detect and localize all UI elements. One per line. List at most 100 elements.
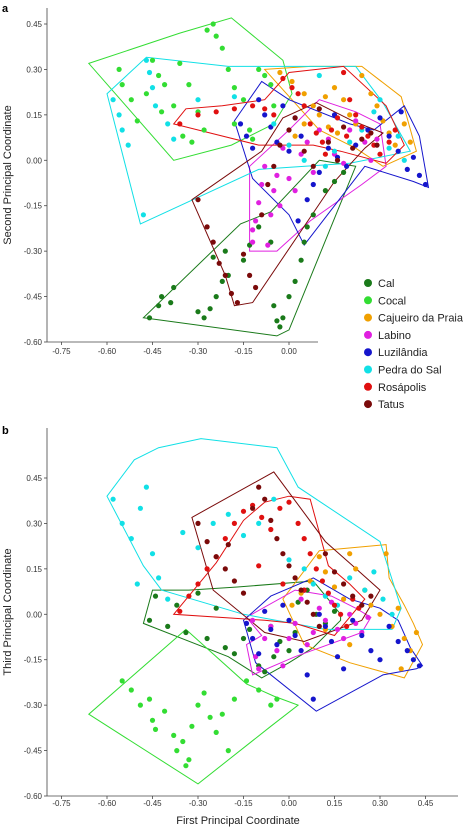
panel-a-x-tick-label: 0.00 [281, 347, 297, 356]
point-labino [271, 188, 277, 194]
point-ros-polis [322, 151, 328, 157]
point-cocal [149, 57, 156, 63]
panel-b-hulls [87, 438, 424, 785]
point-luzil-ndia [280, 602, 286, 608]
point-luzil-ndia [310, 181, 316, 188]
point-cal [165, 623, 171, 630]
point-pedra-do-sal [310, 581, 316, 587]
legend-swatch [364, 382, 372, 391]
hull-luzil-ndia [233, 80, 430, 247]
point-luzil-ndia [250, 635, 256, 642]
point-cajueiro-da-praia [331, 85, 338, 91]
point-cocal [159, 109, 165, 115]
point-tatus [277, 142, 283, 148]
point-cocal [174, 748, 180, 754]
point-luzil-ndia [274, 642, 280, 648]
point-ros-polis [392, 127, 398, 133]
point-cajueiro-da-praia [334, 130, 341, 136]
point-labino [268, 212, 274, 218]
panel-b-y-axis-label: Third Principal Coordinate [2, 548, 14, 675]
point-cal [341, 169, 347, 175]
point-cajueiro-da-praia [413, 629, 419, 636]
point-luzil-ndia [344, 163, 350, 169]
point-cal [304, 224, 310, 230]
point-ros-polis [186, 593, 192, 599]
hull-cocal [87, 628, 300, 785]
point-tatus [268, 517, 274, 524]
point-cocal [152, 726, 159, 733]
point-pedra-do-sal [143, 57, 149, 63]
point-labino [286, 635, 292, 642]
point-cocal [119, 678, 125, 684]
point-labino [250, 239, 256, 245]
point-cal [247, 626, 253, 633]
point-luzil-ndia [243, 133, 250, 139]
point-luzil-ndia [325, 145, 331, 151]
point-ros-polis [295, 91, 301, 97]
panel-a-x-tick-label: -0.15 [234, 347, 253, 356]
point-pedra-do-sal [119, 520, 125, 527]
point-cajueiro-da-praia [392, 142, 398, 148]
point-cocal [231, 85, 237, 91]
point-labino [304, 642, 310, 648]
point-luzil-ndia [286, 148, 292, 154]
point-cal [280, 315, 286, 321]
point-tatus [350, 593, 356, 599]
panel-b-x-tick-label: 0.15 [327, 799, 343, 808]
point-cal [213, 605, 219, 611]
point-cajueiro-da-praia [341, 97, 347, 103]
point-labino [304, 139, 310, 145]
point-tatus [359, 136, 365, 142]
point-pedra-do-sal [271, 496, 277, 502]
point-luzil-ndia [256, 651, 262, 657]
point-cajueiro-da-praia [277, 69, 283, 76]
panel-b-y-tick-label: 0.15 [26, 565, 42, 574]
point-pedra-do-sal [331, 148, 338, 154]
point-labino [259, 181, 265, 188]
point-cocal [262, 72, 268, 79]
legend-swatch [364, 330, 372, 339]
point-cal [159, 294, 165, 300]
point-labino [347, 611, 353, 617]
point-tatus [247, 272, 253, 278]
point-pedra-do-sal [195, 545, 201, 551]
panel-b-x-tick-label: -0.75 [52, 799, 71, 808]
panel-b-x-tick-label: -0.30 [189, 799, 208, 808]
point-labino [310, 629, 316, 636]
point-cajueiro-da-praia [292, 133, 298, 139]
point-ros-polis [377, 151, 383, 157]
panel-b-x-tick-label: -0.60 [98, 799, 117, 808]
point-cocal [189, 723, 195, 729]
point-cal [271, 654, 277, 660]
point-cal [301, 239, 307, 245]
point-cocal [171, 103, 177, 109]
panel-a-y-tick-label: -0.15 [24, 202, 43, 211]
point-ros-polis [313, 566, 319, 572]
point-ros-polis [301, 536, 307, 542]
point-tatus [310, 163, 316, 169]
point-ros-polis [250, 103, 256, 109]
panel-a-points [110, 21, 429, 330]
point-tatus [325, 139, 331, 145]
point-luzil-ndia [377, 115, 383, 121]
point-cajueiro-da-praia [341, 596, 347, 602]
point-cocal [201, 690, 207, 696]
point-cal [331, 178, 338, 185]
legend-label: Rosápolis [378, 382, 427, 394]
point-cal [171, 284, 177, 291]
panel-b-y-tick-label: -0.60 [24, 792, 43, 801]
point-cocal [225, 66, 231, 72]
point-cocal [156, 72, 162, 79]
point-pedra-do-sal [165, 596, 171, 602]
point-ros-polis [222, 536, 228, 542]
point-ros-polis [286, 499, 292, 505]
point-labino [365, 614, 371, 620]
point-cocal [180, 738, 186, 745]
point-ros-polis [331, 602, 338, 608]
point-tatus [286, 127, 292, 133]
point-cajueiro-da-praia [301, 91, 307, 97]
panel-a-x-tick-label: -0.75 [52, 347, 71, 356]
point-ros-polis [256, 563, 262, 569]
point-cal [204, 635, 210, 642]
point-tatus [204, 539, 210, 545]
